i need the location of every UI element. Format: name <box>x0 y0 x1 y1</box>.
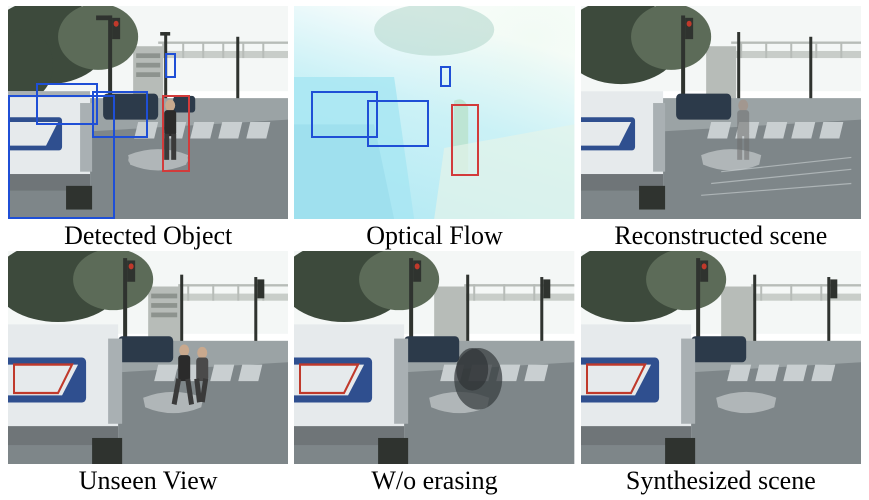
panel-without-erasing <box>294 251 574 464</box>
row-1-captions: Detected Object Optical Flow Reconstruct… <box>8 221 861 251</box>
row-2: Unseen View W/o erasing Synthesized scen… <box>8 251 861 496</box>
caption-flow: Optical Flow <box>294 221 574 251</box>
panel-unseen-view <box>8 251 288 464</box>
scene-synth-svg <box>581 251 861 464</box>
caption-noerase: W/o erasing <box>294 466 574 496</box>
panel-synthesized <box>581 251 861 464</box>
panel-reconstructed <box>581 6 861 219</box>
row-2-panels <box>8 251 861 464</box>
row-1-panels <box>8 6 861 219</box>
scene-recon-svg <box>581 6 861 219</box>
row-1: Detected Object Optical Flow Reconstruct… <box>8 6 861 251</box>
scene-noerase-svg <box>294 251 574 464</box>
caption-recon: Reconstructed scene <box>581 221 861 251</box>
panel-optical-flow <box>294 6 574 219</box>
caption-detected: Detected Object <box>8 221 288 251</box>
flow-svg <box>294 6 574 219</box>
caption-synth: Synthesized scene <box>581 466 861 496</box>
panel-detected-object <box>8 6 288 219</box>
scene-detected-svg <box>8 6 288 219</box>
caption-unseen: Unseen View <box>8 466 288 496</box>
scene-unseen-svg <box>8 251 288 464</box>
row-2-captions: Unseen View W/o erasing Synthesized scen… <box>8 466 861 496</box>
figure-root: Detected Object Optical Flow Reconstruct… <box>0 0 869 500</box>
